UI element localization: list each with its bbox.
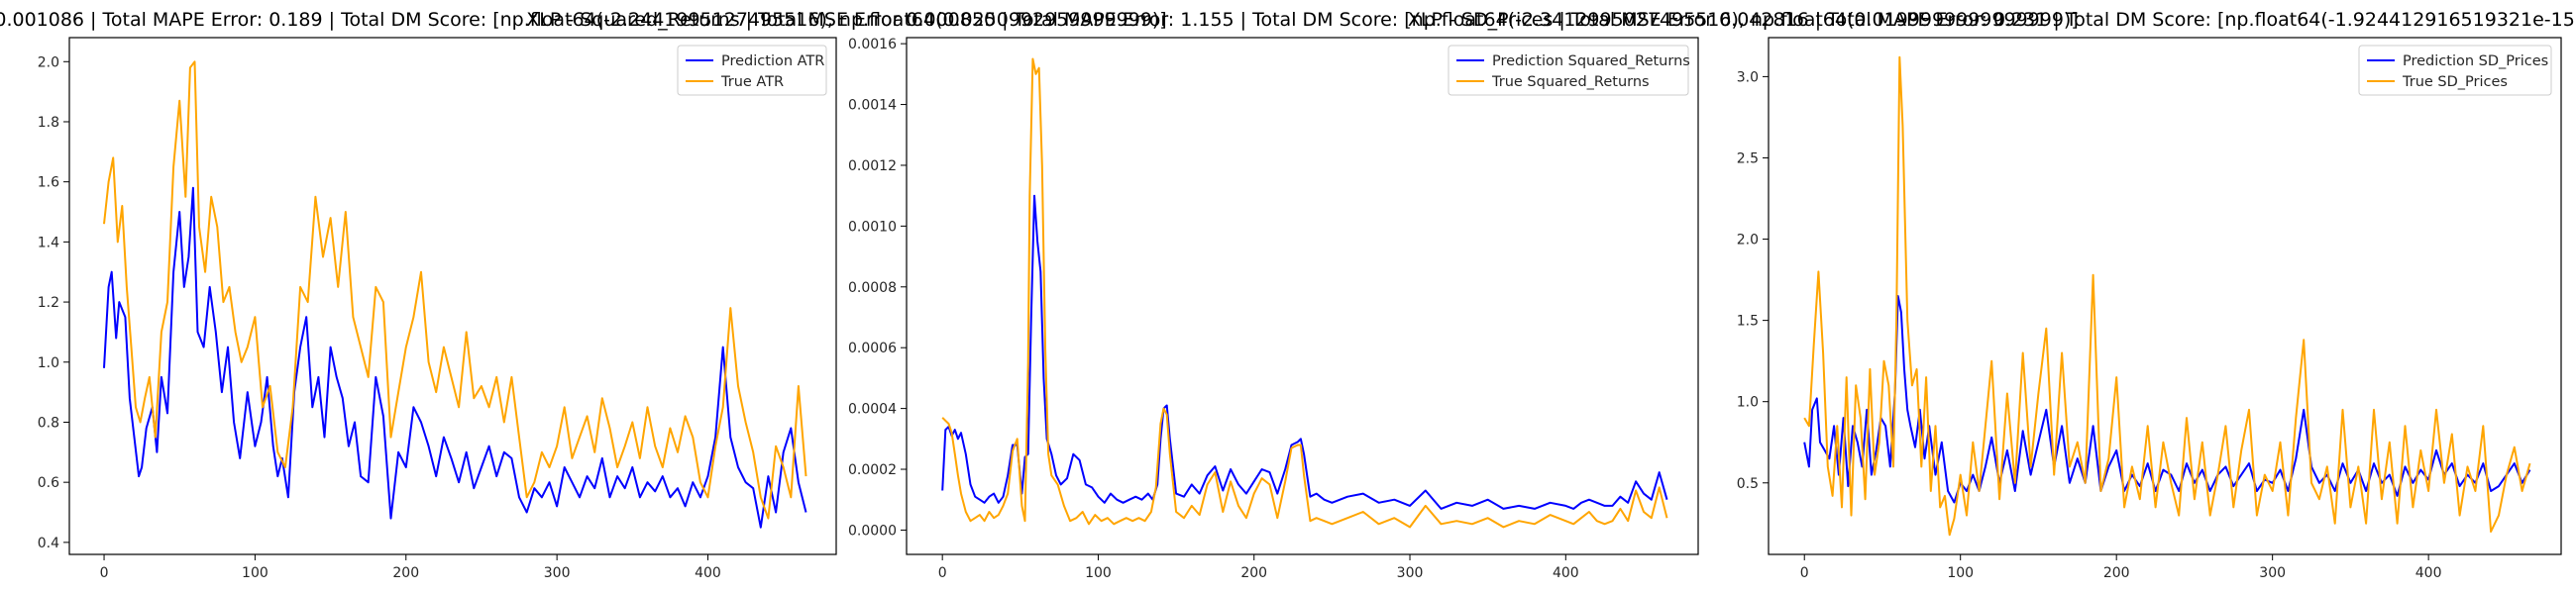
y-tick-label: 2.5 xyxy=(1737,150,1759,166)
x-tick-label: 0 xyxy=(1800,565,1809,581)
legend-label: True SD_Prices xyxy=(2402,74,2508,90)
x-tick-label: 400 xyxy=(695,565,721,581)
x-tick-label: 400 xyxy=(1553,565,1579,581)
series-line-true xyxy=(941,57,1668,529)
x-tick-label: 100 xyxy=(1085,565,1112,581)
axes-frame xyxy=(68,37,837,555)
legend-box xyxy=(677,45,827,96)
legend-label: Prediction SD_Prices xyxy=(2403,53,2548,69)
series-line-prediction xyxy=(103,186,807,529)
y-tick-label: 1.2 xyxy=(38,295,59,311)
x-tick-label: 300 xyxy=(2259,565,2286,581)
y-tick-label: 0.0012 xyxy=(848,158,897,174)
y-tick-label: 0.0006 xyxy=(848,341,897,356)
series-line-prediction xyxy=(941,194,1668,510)
y-tick-label: 2.0 xyxy=(38,54,59,70)
y-tick-label: 1.4 xyxy=(38,235,59,250)
axes-frame xyxy=(1768,37,2562,555)
y-tick-label: 0.5 xyxy=(1737,476,1759,492)
axes-frame xyxy=(906,37,1699,555)
x-tick-label: 300 xyxy=(544,565,571,581)
chart-panel-2: 0 100 200 300 400 0.0000 0.0002 0.0004 0.0006 0.0… xyxy=(526,9,2079,581)
y-tick-label: 0.0014 xyxy=(848,98,897,114)
series-line-true xyxy=(103,60,807,520)
y-tick-label: 0.0008 xyxy=(848,280,897,296)
chart-panel-1: 0 100 200 300 400 0.4 0.6 0.8 1.0 1.2 1.4 1.6 1.8 2.0… xyxy=(0,9,1167,581)
legend-label: Prediction Squared_Returns xyxy=(1492,53,1690,69)
series-line-true xyxy=(1803,55,2531,537)
x-tick-label: 200 xyxy=(1240,565,1267,581)
x-tick-label: 200 xyxy=(2103,565,2130,581)
y-tick-label: 1.0 xyxy=(38,355,59,371)
x-tick-label: 100 xyxy=(242,565,268,581)
x-tick-label: 200 xyxy=(392,565,419,581)
y-tick-label: 0.0016 xyxy=(848,37,897,52)
y-tick-label: 1.0 xyxy=(1737,395,1759,411)
x-tick-label: 0 xyxy=(100,565,109,581)
chart-panel-3: 0 100 200 300 400 0.5 1.0 1.5 2.0 2.5 3.0 XLP - SD_… xyxy=(1408,9,2576,581)
y-tick-label: 1.8 xyxy=(38,115,59,131)
y-tick-label: 0.0010 xyxy=(848,219,897,235)
x-tick-label: 400 xyxy=(2415,565,2442,581)
legend: Prediction Squared_Returns True Squared_R… xyxy=(1448,45,1690,96)
y-tick-label: 1.6 xyxy=(38,175,59,191)
y-tick-label: 1.5 xyxy=(1737,314,1759,330)
legend: Prediction ATR True ATR xyxy=(677,45,827,96)
legend: Prediction SD_Prices True SD_Prices xyxy=(2358,45,2552,96)
y-tick-label: 3.0 xyxy=(1737,69,1759,85)
chart-title: XLP - ATR | Total MSE Error 0.001086 | T… xyxy=(0,9,1167,31)
x-tick-label: 0 xyxy=(938,565,947,581)
chart-title: XLP - SD_Prices | Total MSE Error 0.0428… xyxy=(1408,9,2576,31)
legend-label: True Squared_Returns xyxy=(1491,74,1650,90)
y-tick-label: 0.0002 xyxy=(848,462,897,478)
y-tick-label: 0.0004 xyxy=(848,402,897,418)
y-tick-label: 0.4 xyxy=(38,536,59,551)
legend-label: Prediction ATR xyxy=(721,53,824,69)
y-tick-label: 0.0000 xyxy=(848,523,897,539)
legend-label: True ATR xyxy=(720,74,784,90)
y-tick-label: 0.8 xyxy=(38,415,59,431)
y-tick-label: 2.0 xyxy=(1737,233,1759,248)
x-tick-label: 300 xyxy=(1397,565,1424,581)
series-line-prediction xyxy=(1803,295,2531,504)
y-tick-label: 0.6 xyxy=(38,475,59,491)
chart-title: XLP - Squared_Returns | Total MSE Error … xyxy=(526,9,2079,31)
x-tick-label: 100 xyxy=(1947,565,1974,581)
legend-box xyxy=(1448,45,1689,96)
legend-box xyxy=(2358,45,2552,96)
